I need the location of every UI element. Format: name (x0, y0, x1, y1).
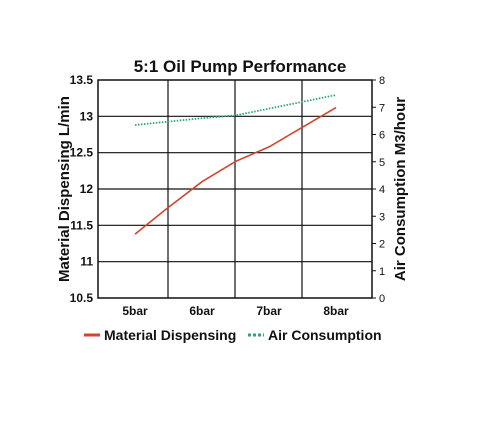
y2-tick-label: 4 (379, 184, 385, 196)
left-axis-ticks: 10.5 11 11.5 12 12.5 13 13.5 (70, 73, 94, 305)
legend-item-material-dispensing: Material Dispensing (84, 327, 236, 343)
y-tick-label: 11.5 (70, 218, 93, 232)
right-axis-ticks: 0 1 2 3 4 5 6 7 8 (372, 75, 385, 305)
x-tick-label: 5bar (122, 304, 148, 318)
y-tick-label: 10.5 (70, 291, 94, 305)
y-axis-label: Material Dispensing L/min (56, 96, 73, 282)
y-tick-label: 11 (80, 255, 93, 269)
y2-tick-label: 6 (379, 130, 385, 142)
x-tick-label: 6bar (189, 304, 215, 318)
y2-axis-label: Air Consumption M3/hour (392, 97, 409, 281)
legend-item-air-consumption: Air Consumption (248, 327, 382, 343)
y-tick-label: 13 (80, 109, 94, 123)
y2-tick-label: 2 (379, 239, 385, 251)
legend: Material Dispensing Air Consumption (84, 327, 382, 343)
y2-tick-label: 1 (379, 266, 385, 278)
legend-label-material-dispensing: Material Dispensing (104, 327, 236, 343)
y-tick-label: 12.5 (70, 146, 94, 160)
y2-tick-label: 0 (379, 293, 385, 305)
x-axis-ticks: 5bar 6bar 7bar 8bar (122, 304, 349, 318)
y-tick-label: 12 (80, 182, 94, 196)
y2-tick-label: 8 (379, 75, 385, 87)
y2-tick-label: 7 (379, 102, 385, 114)
chart-title: 5:1 Oil Pump Performance (134, 57, 347, 76)
series-lines (134, 94, 337, 235)
legend-label-air-consumption: Air Consumption (268, 327, 382, 343)
y-tick-label: 13.5 (70, 73, 94, 87)
x-tick-label: 8bar (323, 304, 349, 318)
series-line-material-dispensing (134, 106, 337, 235)
y2-tick-label: 5 (379, 157, 385, 169)
x-tick-label: 7bar (256, 304, 282, 318)
y2-tick-label: 3 (379, 211, 385, 223)
